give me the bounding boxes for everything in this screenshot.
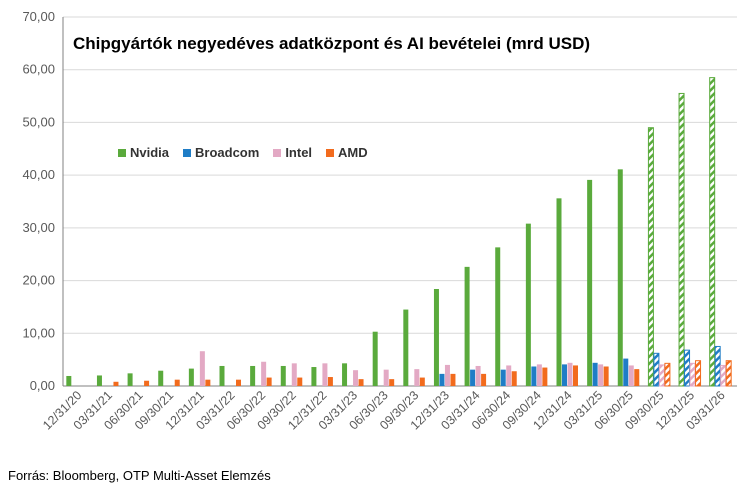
- bar-amd-03/31/23: [358, 379, 364, 386]
- bar-intel-06/30/22: [261, 361, 267, 386]
- bar-intel-06/30/25: [628, 365, 634, 386]
- bar-amd-06/30/21: [144, 380, 150, 386]
- bar-amd-12/31/24: [573, 365, 578, 386]
- bar-nvidia-03/31/23: [342, 363, 348, 386]
- bar-amd-12/31/21: [205, 379, 211, 386]
- bar-amd-03/31/26: [725, 360, 732, 387]
- bar-broadcom-12/31/24: [562, 364, 567, 386]
- bar-nvidia-12/31/25: [678, 92, 685, 387]
- bar-nvidia-06/30/24: [495, 247, 501, 386]
- bar-amd-12/31/22: [327, 377, 333, 386]
- bar-broadcom-06/30/25: [623, 358, 629, 386]
- bar-broadcom-09/30/25: [653, 352, 660, 387]
- legend-label: Intel: [285, 145, 313, 160]
- bar-nvidia-09/30/22: [280, 365, 286, 386]
- bar-intel-09/30/22: [291, 363, 297, 386]
- bar-broadcom-03/31/25: [592, 362, 598, 386]
- legend-item-broadcom: Broadcom: [183, 145, 259, 160]
- bar-nvidia-09/30/25: [647, 127, 654, 387]
- legend-swatch: [273, 148, 282, 157]
- source-note: Forrás: Bloomberg, OTP Multi-Asset Elemz…: [8, 468, 271, 483]
- legend-swatch: [183, 148, 192, 157]
- bar-amd-12/31/25: [695, 360, 702, 387]
- legend-label: Broadcom: [195, 145, 260, 160]
- bar-nvidia-03/31/21: [96, 375, 102, 386]
- bar-broadcom-03/31/24: [470, 369, 476, 386]
- y-tick-label: 70,00: [22, 9, 55, 24]
- bar-nvidia-06/30/22: [250, 365, 256, 386]
- bar-intel-12/31/25: [689, 362, 696, 387]
- bar-amd-03/31/24: [481, 373, 487, 386]
- y-tick-label: 10,00: [22, 325, 55, 340]
- bar-nvidia-06/30/21: [127, 373, 133, 386]
- bar-intel-09/30/25: [658, 364, 665, 387]
- y-tick-label: 20,00: [22, 273, 55, 288]
- bar-intel-03/31/26: [720, 364, 727, 387]
- bar-nvidia-09/30/24: [525, 223, 531, 386]
- bar-nvidia-12/31/23: [433, 289, 439, 386]
- bar-amd-09/30/22: [297, 377, 303, 386]
- bar-broadcom-12/31/23: [439, 373, 445, 386]
- bar-intel-09/30/24: [536, 364, 542, 386]
- bar-intel-06/30/24: [506, 365, 512, 386]
- bar-intel-06/30/23: [383, 369, 389, 386]
- bar-amd-06/30/23: [389, 379, 395, 386]
- bar-broadcom-03/31/26: [714, 345, 721, 387]
- bar-nvidia-03/31/22: [219, 365, 225, 386]
- bar-amd-09/30/21: [174, 379, 180, 386]
- bar-nvidia-03/31/24: [464, 266, 470, 386]
- bar-nvidia-03/31/25: [587, 179, 593, 386]
- bar-amd-06/30/25: [634, 369, 640, 386]
- y-tick-label: 0,00: [30, 378, 55, 393]
- legend-label: Nvidia: [130, 145, 170, 160]
- bar-amd-03/31/21: [113, 381, 119, 386]
- legend-item-nvidia: Nvidia: [118, 145, 169, 160]
- y-tick-label: 50,00: [22, 114, 55, 129]
- legend-swatch: [118, 148, 126, 157]
- bar-amd-12/31/23: [450, 373, 456, 386]
- bar-broadcom-06/30/24: [500, 369, 506, 386]
- bar-amd-06/30/22: [266, 377, 272, 386]
- bar-nvidia-03/31/26: [709, 77, 716, 387]
- legend-item-intel: Intel: [273, 145, 312, 160]
- bar-amd-03/31/25: [603, 366, 609, 386]
- bar-nvidia-12/31/21: [188, 368, 194, 386]
- bar-amd-09/30/23: [419, 377, 425, 386]
- bar-amd-09/30/24: [542, 367, 548, 386]
- bar-nvidia-12/31/22: [311, 367, 317, 386]
- y-tick-label: 40,00: [22, 167, 55, 182]
- bar-nvidia-09/30/21: [158, 370, 164, 386]
- bar-amd-09/30/25: [664, 362, 671, 387]
- y-tick-label: 30,00: [22, 220, 55, 235]
- bar-intel-12/31/24: [567, 362, 573, 386]
- bar-intel-12/31/23: [444, 364, 450, 386]
- legend-label: AMD: [338, 145, 368, 160]
- bar-nvidia-09/30/23: [403, 309, 409, 386]
- chart-title: Chipgyártók negyedéves adatközpont és AI…: [73, 34, 591, 53]
- bar-broadcom-09/30/24: [531, 366, 537, 386]
- bar-nvidia-06/30/23: [372, 331, 378, 386]
- bar-amd-03/31/22: [236, 379, 241, 386]
- y-tick-label: 60,00: [22, 62, 55, 77]
- bar-intel-03/31/23: [353, 370, 359, 386]
- bar-nvidia-06/30/25: [617, 169, 623, 386]
- bar-intel-12/31/21: [199, 351, 205, 386]
- bar-intel-03/31/24: [475, 365, 481, 386]
- bar-broadcom-12/31/25: [684, 349, 691, 387]
- bar-intel-12/31/22: [322, 363, 328, 386]
- bar-amd-06/30/24: [511, 371, 517, 386]
- legend-swatch: [326, 148, 335, 157]
- legend: Nvidia Broadcom Intel AMD: [118, 145, 368, 160]
- bar-nvidia-12/31/24: [556, 198, 562, 386]
- bar-nvidia-12/31/20: [66, 375, 72, 386]
- bar-intel-03/31/25: [598, 364, 604, 386]
- legend-item-amd: AMD: [326, 145, 368, 160]
- bar-intel-09/30/23: [414, 369, 420, 386]
